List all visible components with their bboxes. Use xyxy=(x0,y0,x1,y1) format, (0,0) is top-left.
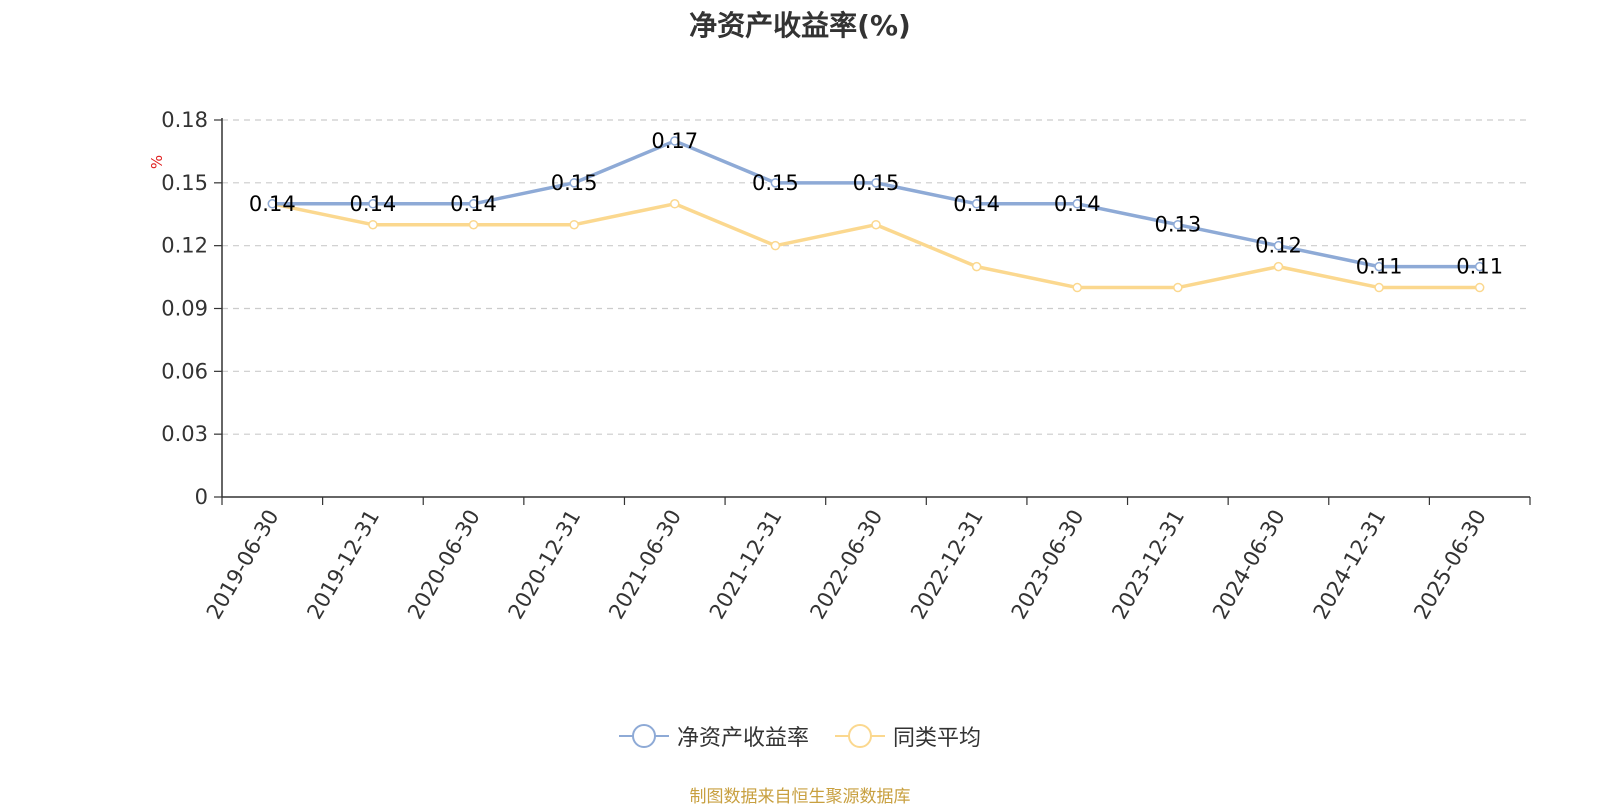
x-tick-label: 2023-12-31 xyxy=(1107,506,1189,624)
data-point-peer-average[interactable] xyxy=(1273,261,1284,272)
legend-item-roe[interactable]: 净资产收益率 xyxy=(618,720,809,752)
data-point-roe[interactable] xyxy=(368,199,378,209)
data-label-roe: 0.15 xyxy=(853,171,900,195)
x-tick-label: 2022-12-31 xyxy=(906,506,988,624)
data-point-peer-average[interactable] xyxy=(770,240,781,251)
y-tick-label: 0.12 xyxy=(161,234,208,258)
data-point-roe[interactable] xyxy=(971,199,982,209)
data-point-peer-average[interactable] xyxy=(1173,282,1183,293)
data-point-roe[interactable] xyxy=(1474,261,1485,272)
y-tick-label: 0.03 xyxy=(161,422,208,446)
x-tick-label: 2021-12-31 xyxy=(705,506,787,624)
legend-item-peer-average[interactable]: 同类平均 xyxy=(835,720,981,752)
data-point-peer-average[interactable] xyxy=(1474,282,1485,293)
data-label-roe: 0.14 xyxy=(1054,192,1101,216)
series-lines xyxy=(267,136,1485,293)
data-point-peer-average[interactable] xyxy=(670,199,680,209)
data-point-roe[interactable] xyxy=(670,136,680,146)
data-point-roe[interactable] xyxy=(267,199,278,209)
x-tick-label: 2022-06-30 xyxy=(805,506,887,624)
x-tick-label: 2019-12-31 xyxy=(302,506,384,624)
y-tick-label: 0 xyxy=(195,485,208,509)
data-labels: 0.14 0.14 0.14 0.15 0.17 0.15 0.15 0.14 0.14 0.13… xyxy=(249,129,1503,279)
data-point-roe[interactable] xyxy=(468,199,479,209)
y-tick-label: 0.09 xyxy=(161,297,208,321)
data-label-roe: 0.11 xyxy=(1356,255,1403,279)
y-tick-label: 0.15 xyxy=(161,171,208,195)
data-point-peer-average[interactable] xyxy=(1072,282,1082,293)
chart-title: 净资产收益率(%) xyxy=(689,9,911,42)
data-point-peer-average[interactable] xyxy=(468,219,479,230)
data-label-roe: 0.15 xyxy=(752,171,799,195)
data-point-peer-average[interactable] xyxy=(368,219,378,230)
data-point-roe[interactable] xyxy=(1273,240,1284,251)
x-tick-label: 2019-06-30 xyxy=(202,506,284,624)
data-point-roe[interactable] xyxy=(1374,261,1384,272)
data-point-roe[interactable] xyxy=(770,178,781,188)
data-label-roe: 0.14 xyxy=(450,192,497,216)
legend-label-roe: 净资产收益率 xyxy=(676,726,809,751)
y-tick-label: 0.18 xyxy=(161,108,208,132)
data-label-roe: 0.15 xyxy=(551,171,598,195)
data-point-roe[interactable] xyxy=(871,178,881,188)
data-label-roe: 0.13 xyxy=(1154,213,1201,237)
data-label-roe: 0.14 xyxy=(953,192,1000,216)
data-point-peer-average[interactable] xyxy=(1374,282,1384,293)
x-tick-label: 2020-12-31 xyxy=(504,506,586,624)
x-tick-label: 2020-06-30 xyxy=(403,506,485,624)
y-axis-label: % xyxy=(148,155,166,169)
legend: 净资产收益率 同类平均 xyxy=(0,720,1600,752)
data-label-roe: 0.12 xyxy=(1255,234,1302,258)
legend-marker-peer-average xyxy=(835,724,885,748)
axes: 0 0.03 0.06 0.09 0.12 0.15 0.18% 2019-06-30 2019… xyxy=(148,108,1531,624)
data-point-roe[interactable] xyxy=(1072,199,1082,209)
x-tick-label: 2025-06-30 xyxy=(1409,506,1491,624)
data-label-roe: 0.14 xyxy=(249,192,296,216)
legend-marker-roe xyxy=(618,724,669,748)
source-note: 制图数据来自恒生聚源数据库 xyxy=(689,787,911,807)
y-tick-label: 0.06 xyxy=(161,359,208,383)
data-point-roe[interactable] xyxy=(1173,219,1183,230)
data-point-peer-average[interactable] xyxy=(569,219,579,230)
legend-label-peer-average: 同类平均 xyxy=(893,726,982,751)
data-label-roe: 0.17 xyxy=(651,129,698,153)
data-point-peer-average[interactable] xyxy=(871,219,881,230)
x-tick-label: 2021-06-30 xyxy=(604,506,686,624)
data-label-roe: 0.14 xyxy=(350,192,397,216)
data-point-peer-average[interactable] xyxy=(971,261,982,272)
x-tick-label: 2024-12-31 xyxy=(1309,506,1391,624)
x-tick-label: 2024-06-30 xyxy=(1208,506,1290,624)
data-point-roe[interactable] xyxy=(569,178,579,188)
data-label-roe: 0.11 xyxy=(1456,255,1503,279)
x-tick-label: 2023-06-30 xyxy=(1007,506,1089,624)
